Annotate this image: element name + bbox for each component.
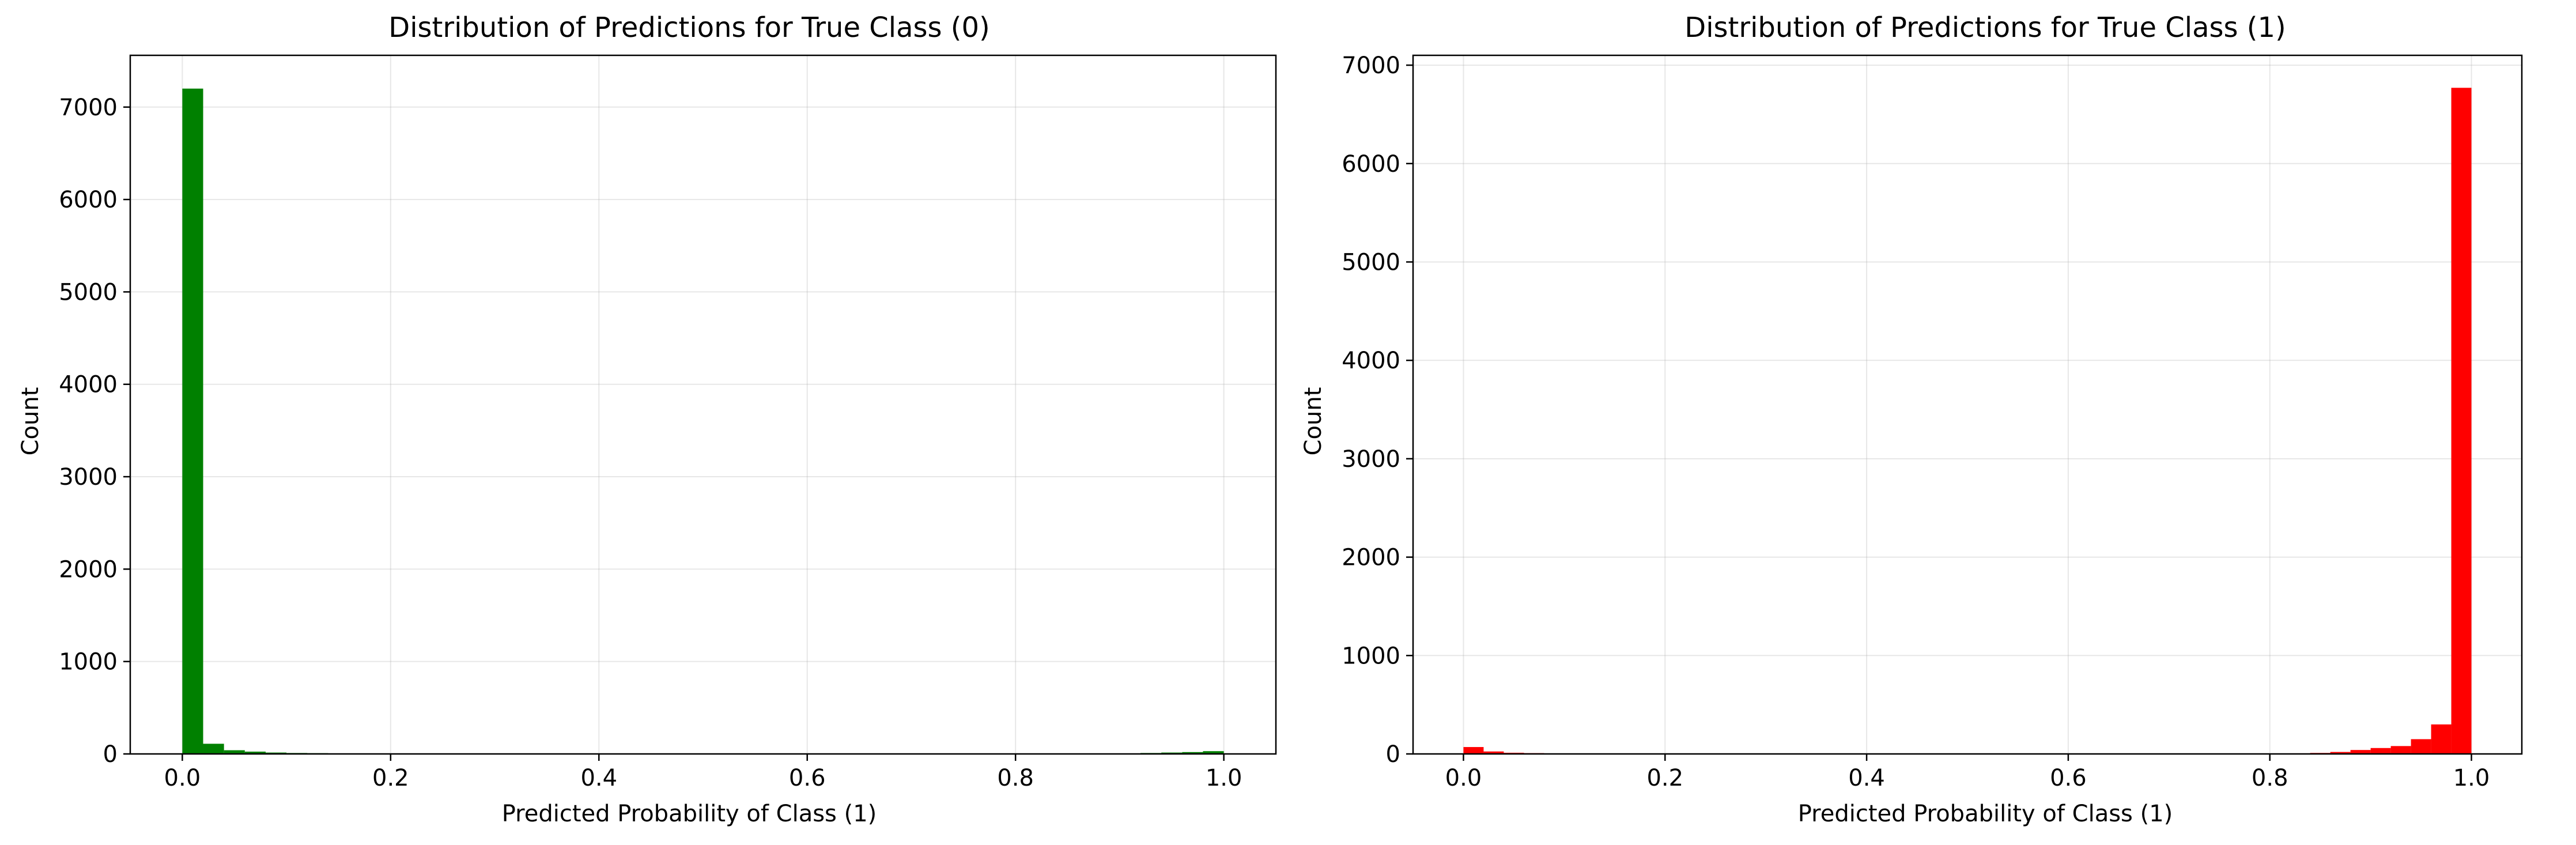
left-histogram-bar (182, 88, 203, 755)
right-x-tick-label: 0.4 (1848, 765, 1885, 791)
left-y-axis-label: Count (17, 387, 44, 456)
left-x-tick-label: 0.2 (372, 765, 409, 791)
left-histogram-panel: Distribution of Predictions for True Cla… (17, 12, 1277, 827)
right-chart-title: Distribution of Predictions for True Cla… (1684, 12, 2286, 44)
left-histogram-bar (224, 750, 245, 754)
right-y-tick-label: 0 (1386, 741, 1400, 768)
left-histogram-bar (1182, 752, 1203, 754)
right-histogram-panel: Distribution of Predictions for True Cla… (1300, 12, 2523, 827)
right-histogram-bar (2431, 724, 2452, 754)
left-y-tick-label: 6000 (59, 187, 118, 213)
right-y-tick-label: 3000 (1342, 446, 1400, 473)
right-x-tick-label: 0.0 (1445, 765, 1482, 791)
right-histogram-bar (2350, 750, 2371, 754)
left-histogram-bar (244, 751, 266, 754)
right-histogram-bar (2370, 748, 2391, 754)
left-y-tick-label: 4000 (59, 372, 118, 398)
right-y-axis-label: Count (1300, 387, 1327, 456)
right-histogram-bar (2330, 752, 2351, 754)
left-x-tick-label: 0.6 (789, 765, 826, 791)
right-histogram-bar (1483, 751, 1504, 754)
right-histogram-bar (2390, 746, 2411, 754)
right-x-tick-label: 0.8 (2252, 765, 2288, 791)
left-y-tick-label: 2000 (59, 556, 118, 583)
left-y-tick-label: 3000 (59, 464, 118, 491)
left-x-tick-label: 0.0 (164, 765, 201, 791)
left-y-tick-label: 7000 (59, 95, 118, 121)
left-x-tick-label: 1.0 (1206, 765, 1242, 791)
right-histogram-bar (2411, 739, 2431, 754)
left-y-tick-label: 1000 (59, 649, 118, 676)
left-histogram-bar (1203, 751, 1224, 754)
left-histogram-bar (203, 744, 224, 754)
right-x-tick-label: 1.0 (2453, 765, 2490, 791)
right-y-tick-label: 1000 (1342, 643, 1400, 669)
right-axes-frame (1412, 54, 2523, 755)
right-histogram-bar (2451, 88, 2472, 754)
right-histogram-bar (1463, 747, 1484, 754)
left-x-axis-label: Predicted Probability of Class (1) (502, 801, 877, 827)
left-chart-title: Distribution of Predictions for True Cla… (388, 12, 990, 44)
right-x-axis-label: Predicted Probability of Class (1) (1798, 801, 2173, 827)
left-x-tick-label: 0.8 (997, 765, 1034, 791)
left-x-tick-label: 0.4 (580, 765, 617, 791)
right-y-tick-label: 7000 (1342, 52, 1400, 79)
right-x-tick-label: 0.6 (2050, 765, 2087, 791)
right-y-tick-label: 5000 (1342, 249, 1400, 276)
right-y-tick-label: 6000 (1342, 151, 1400, 178)
right-y-tick-label: 4000 (1342, 348, 1400, 374)
right-x-tick-label: 0.2 (1646, 765, 1683, 791)
left-y-tick-label: 0 (103, 741, 118, 768)
right-y-tick-label: 2000 (1342, 545, 1400, 571)
left-axes-frame (129, 54, 1277, 755)
left-y-tick-label: 5000 (59, 279, 118, 305)
